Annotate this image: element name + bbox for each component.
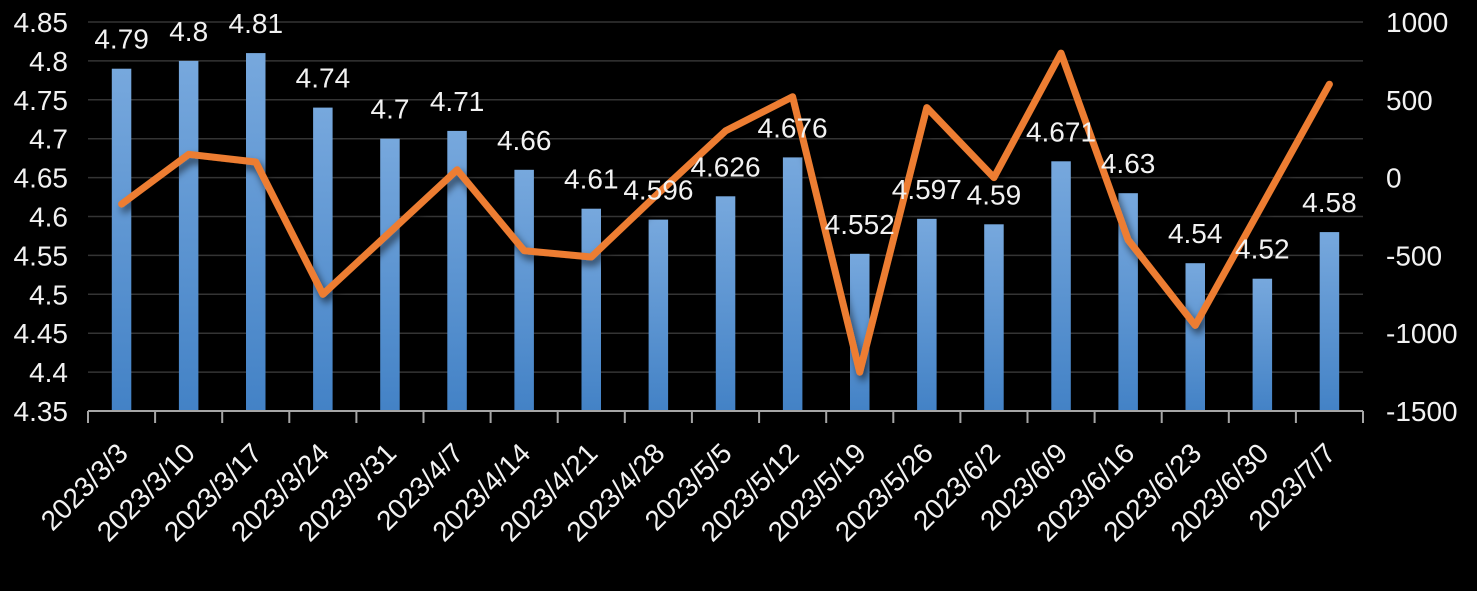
bar [178, 60, 199, 412]
left-axis-tick-label: 4.35 [14, 396, 69, 427]
bar [246, 53, 266, 411]
bar [917, 218, 937, 411]
bar-value-label: 4.59 [967, 179, 1022, 210]
bar-value-label: 4.63 [1101, 148, 1156, 179]
bar-value-label: 4.81 [229, 8, 284, 39]
bar [514, 169, 534, 411]
bar [581, 208, 601, 411]
left-axis-tick-label: 4.55 [14, 240, 69, 271]
bar [984, 224, 1004, 411]
bar [1185, 263, 1205, 411]
bar-value-label: 4.552 [825, 209, 895, 240]
left-axis-tick-label: 4.8 [29, 46, 68, 77]
bar-value-label: 4.7 [371, 94, 410, 125]
bar [715, 196, 736, 411]
bar [111, 68, 132, 411]
left-axis-tick-label: 4.45 [14, 318, 69, 349]
bar [850, 253, 870, 411]
bar-value-label: 4.52 [1235, 234, 1290, 265]
right-axis-tick-label: 500 [1386, 85, 1433, 116]
bar-value-label: 4.626 [690, 151, 760, 182]
bar [313, 107, 333, 411]
bar [1051, 161, 1071, 411]
right-axis-tick-label: -1000 [1386, 318, 1458, 349]
bar-value-label: 4.671 [1026, 116, 1096, 147]
bar [447, 130, 467, 411]
right-axis-tick-label: 1000 [1386, 7, 1448, 38]
left-axis-tick-label: 4.65 [14, 163, 69, 194]
bar-value-label: 4.596 [623, 175, 693, 206]
bar-value-label: 4.597 [892, 174, 962, 205]
bar [380, 138, 400, 411]
bar-value-label: 4.74 [296, 63, 351, 94]
bar [1319, 232, 1340, 411]
right-axis-tick-label: -500 [1386, 240, 1442, 271]
bar-value-label: 4.79 [94, 24, 149, 55]
bar-value-label: 4.71 [430, 86, 485, 117]
left-axis-tick-label: 4.7 [29, 124, 68, 155]
bar-value-label: 4.66 [497, 125, 552, 156]
bar-value-label: 4.676 [758, 112, 828, 143]
left-axis-tick-label: 4.5 [29, 279, 68, 310]
left-axis-tick-label: 4.6 [29, 202, 68, 233]
right-axis-tick-label: 0 [1386, 163, 1402, 194]
right-axis-tick-label: -1500 [1386, 396, 1458, 427]
bar [1252, 278, 1273, 411]
bar-value-label: 4.61 [564, 164, 619, 195]
line-series [118, 49, 1333, 376]
bar [782, 157, 803, 411]
bar-value-label: 4.8 [169, 16, 208, 47]
bar [648, 219, 669, 411]
left-axis-tick-label: 4.4 [29, 357, 68, 388]
bar-value-label: 4.58 [1302, 187, 1357, 218]
left-axis-tick-label: 4.75 [14, 85, 69, 116]
left-axis-tick-label: 4.85 [14, 7, 69, 38]
bar-value-label: 4.54 [1168, 218, 1223, 249]
